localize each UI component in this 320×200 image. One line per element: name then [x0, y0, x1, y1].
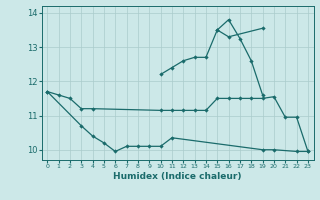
X-axis label: Humidex (Indice chaleur): Humidex (Indice chaleur) — [113, 172, 242, 181]
